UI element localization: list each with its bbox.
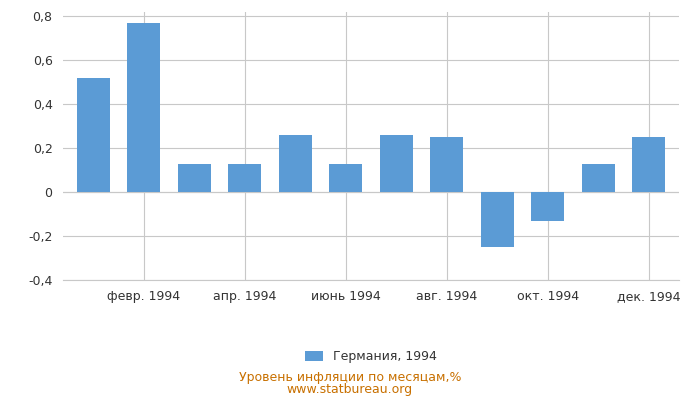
Bar [531,192,564,221]
Bar [632,137,665,192]
Bar [329,164,362,192]
Bar [481,192,514,247]
Bar [228,164,261,192]
Bar [380,135,413,192]
Bar [178,164,211,192]
Text: Уровень инфляции по месяцам,%: Уровень инфляции по месяцам,% [239,372,461,384]
Text: www.statbureau.org: www.statbureau.org [287,384,413,396]
Bar [127,23,160,192]
Bar [77,78,110,192]
Bar [279,135,312,192]
Bar [430,137,463,192]
Bar [582,164,615,192]
Legend: Германия, 1994: Германия, 1994 [300,345,442,368]
